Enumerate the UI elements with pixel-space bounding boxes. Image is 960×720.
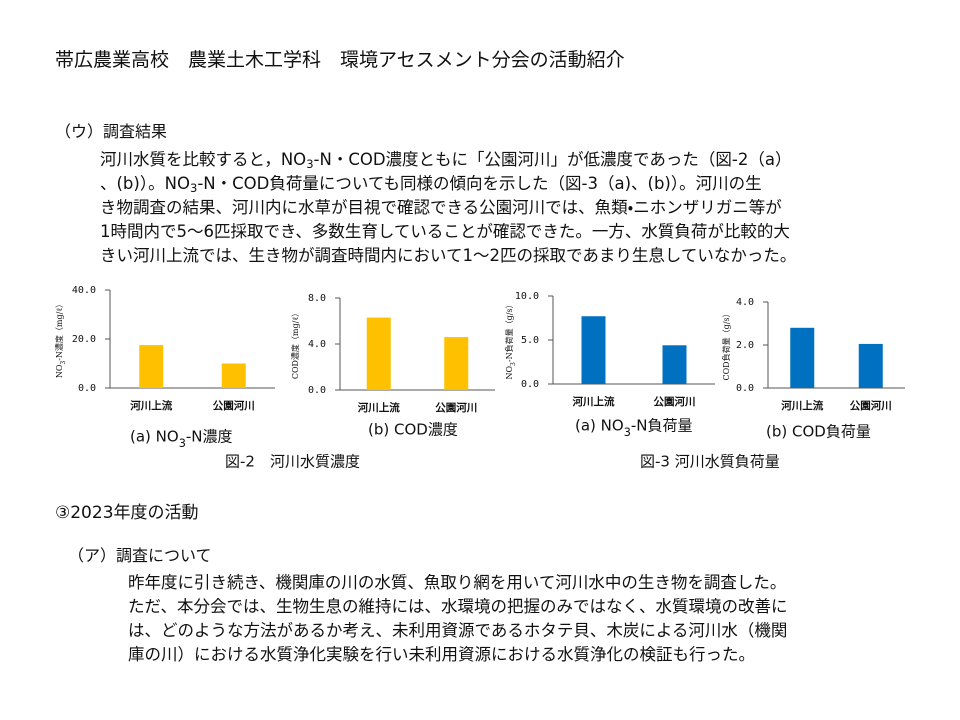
x-tick-label: 河川上流 (130, 399, 172, 412)
y-tick-label: 4.0 (736, 297, 754, 308)
text-line: きい河川上流では、生き物が調査時間内において1～2匹の採取であまり生息していなか… (100, 246, 797, 265)
x-tick-label: 公園河川 (213, 399, 255, 412)
chart-caption: (b) COD濃度 (368, 421, 458, 439)
y-axis-label: NO3-N負荷量（g/s） (504, 300, 517, 379)
text-line: 1時間内で5～6匹採取でき、多数生育していることが確認できた。一方、水質負荷が比… (100, 222, 790, 241)
bar (858, 343, 883, 388)
x-tick-label: 河川上流 (358, 401, 400, 414)
y-axis-label: NO3-N濃度（mg/ℓ） (54, 300, 67, 378)
paragraph: 河川水質を比較すると，NO3-N・COD濃度ともに「公園河川」が低濃度であった（… (100, 148, 796, 268)
bar (662, 345, 687, 384)
bar (366, 317, 391, 390)
chart-caption: (a) NO3-N負荷量 (575, 417, 693, 439)
bar (139, 345, 164, 388)
paragraph: 昨年度に引き続き、機関庫の川の水質、魚取り網を用いて河川水中の生き物を調査した。… (128, 571, 788, 667)
y-tick-label: 20.0 (72, 334, 96, 345)
y-tick-label: 2.0 (736, 340, 754, 351)
text-line: 、(b)）。NO3-N・COD負荷量についても同様の傾向を示した（図-3（a)、… (100, 174, 762, 195)
y-tick-label: 8.0 (308, 293, 326, 304)
y-tick-label: 4.0 (308, 339, 326, 350)
y-tick-label: 0.0 (736, 383, 754, 394)
figure-caption: 図-2 河川水質濃度 (225, 453, 360, 471)
bar (581, 316, 606, 384)
text-line: 庫の川）における水質浄化実験を行い未利用資源における水質浄化の検証も行った。 (128, 645, 755, 664)
sub-heading: （ア）調査について (68, 546, 212, 565)
page-title: 帯広農業高校 農業土木工学科 環境アセスメント分会の活動紹介 (55, 49, 625, 71)
chart-caption: (a) NO3-N濃度 (130, 428, 233, 450)
text-line: は、どのような方法があるか考え、未利用資源であるホタテ貝、木炭による河川水（機関 (128, 621, 788, 640)
x-tick-label: 公園河川 (654, 395, 696, 408)
x-tick-label: 公園河川 (850, 399, 892, 412)
y-tick-label: 0.0 (78, 383, 96, 394)
y-tick-label: 40.0 (72, 285, 96, 296)
text-line: き物調査の結果、河川内に水草が目視で確認できる公園河川では、魚類・ニホンザリガニ… (100, 198, 782, 217)
text-line: 昨年度に引き続き、機関庫の川の水質、魚取り網を用いて河川水中の生き物を調査した。 (128, 573, 787, 592)
y-tick-label: 5.0 (521, 335, 539, 346)
y-tick-label: 10.0 (515, 291, 539, 302)
y-axis-label: COD負荷量（g/s） (721, 309, 731, 380)
figure-caption: 図-3 河川水質負荷量 (640, 453, 780, 471)
x-tick-label: 公園河川 (435, 401, 477, 414)
y-tick-label: 0.0 (521, 379, 539, 390)
bar (221, 363, 246, 388)
x-tick-label: 河川上流 (573, 395, 615, 408)
text-line: 河川水質を比較すると，NO3-N・COD濃度ともに「公園河川」が低濃度であった（… (100, 150, 792, 171)
bar (444, 337, 469, 390)
x-tick-label: 河川上流 (781, 399, 823, 412)
y-axis-label: COD濃度（mg/ℓ） (290, 309, 300, 379)
chart-caption: (b) COD負荷量 (766, 423, 871, 441)
bar (790, 327, 815, 388)
text-line: ただ、本分会では、生物生息の維持には、水環境の把握のみではなく、水質環境の改善に (128, 597, 788, 616)
y-tick-label: 0.0 (308, 385, 326, 396)
section-heading: （ウ）調査結果 (55, 122, 168, 141)
section-heading: ③2023年度の活動 (55, 503, 199, 523)
